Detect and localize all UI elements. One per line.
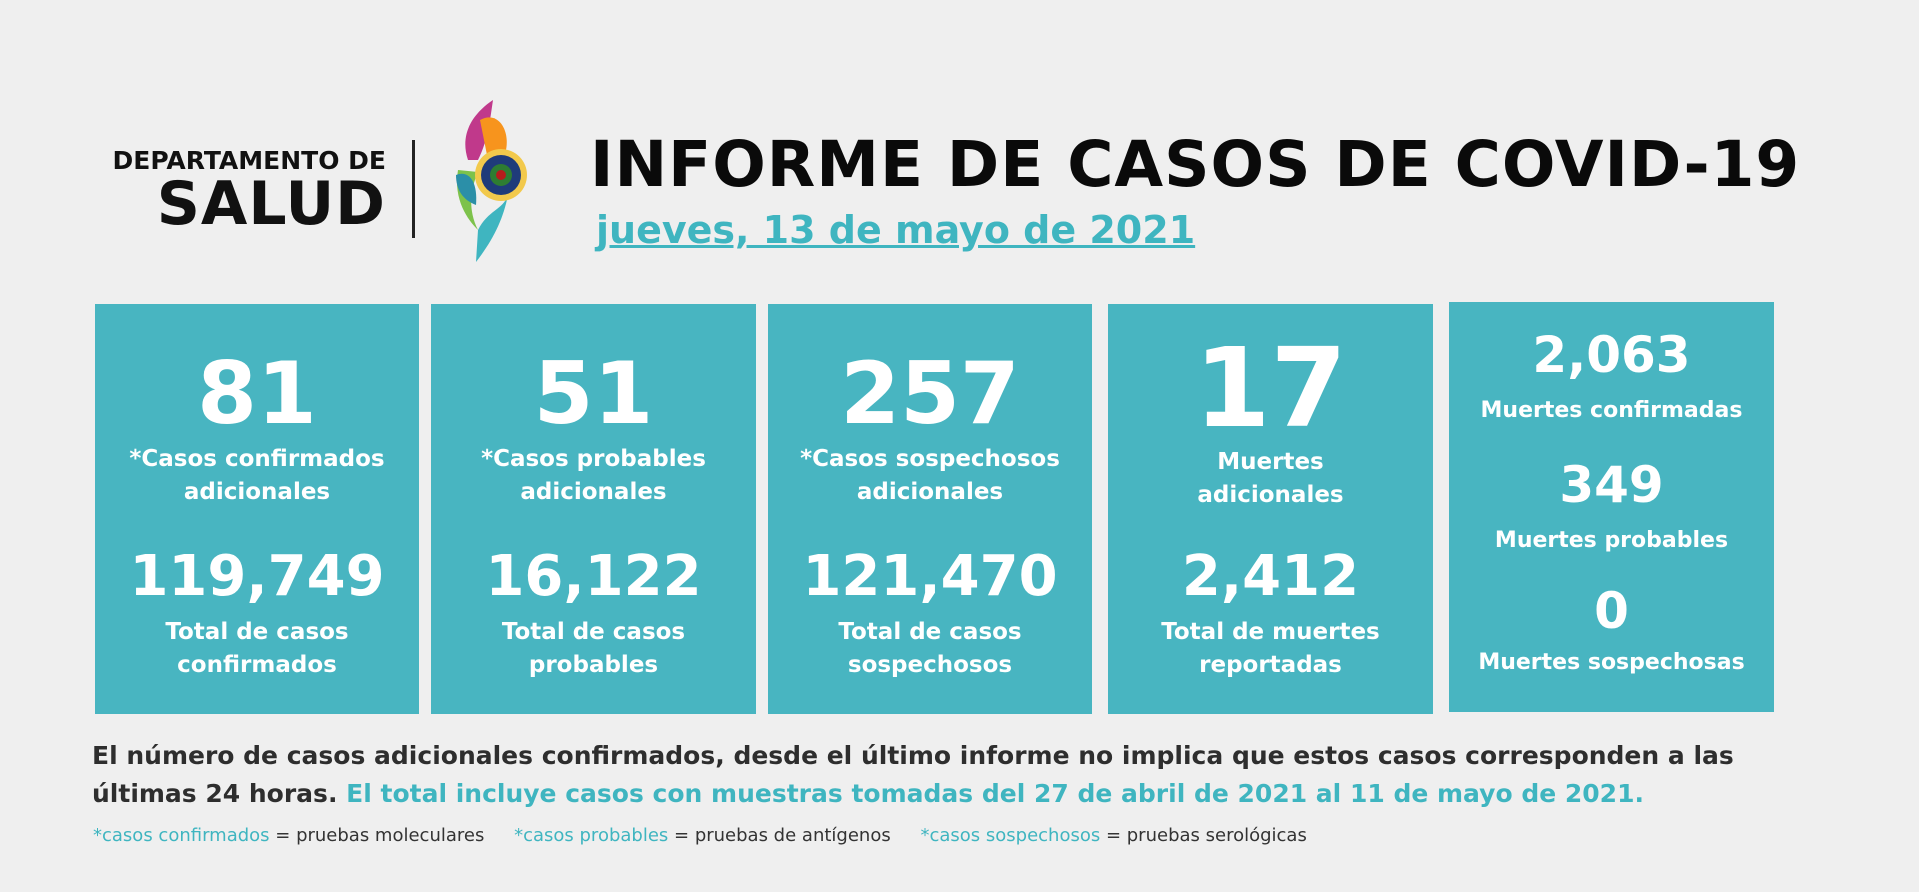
salud-label: SALUD: [156, 169, 386, 239]
additional-suspected-label-2: adicionales: [856, 479, 1004, 505]
legend-item-probable: *casos probables = pruebas de antígenos: [514, 825, 891, 846]
total-deaths-label-2: reportadas: [1199, 652, 1342, 678]
report-date-link[interactable]: jueves, 13 de mayo de 2021: [596, 208, 1196, 252]
additional-confirmed-label-1: *Casos confirmados: [129, 446, 385, 472]
logo-divider: [412, 140, 415, 238]
additional-suspected-number: 257: [840, 344, 1020, 444]
disclaimer-text: El número de casos adicionales confirmad…: [92, 741, 1734, 808]
total-suspected-number: 121,470: [802, 544, 1058, 609]
legend-term-probable: *casos probables: [514, 825, 669, 846]
disclaimer-note: El número de casos adicionales confirmad…: [92, 737, 1792, 813]
suspected-deaths-number: 0: [1594, 582, 1629, 640]
suspected-cases-card: 257 *Casos sospechosos adicionales 121,4…: [768, 304, 1092, 714]
confirmed-deaths-label: Muertes confirmadas: [1480, 398, 1743, 423]
additional-confirmed-label-2: adicionales: [183, 479, 331, 505]
total-deaths-label-1: Total de muertes: [1161, 619, 1380, 645]
legend-def-probable: = pruebas de antígenos: [668, 825, 891, 846]
legend-item-confirmed: *casos confirmados = pruebas moleculares: [93, 825, 484, 846]
additional-probable-label-1: *Casos probables: [481, 446, 706, 472]
legend-def-suspected: = pruebas serológicas: [1100, 825, 1307, 846]
deaths-breakdown-card: 2,063 Muertes confirmadas 349 Muertes pr…: [1449, 302, 1774, 712]
additional-deaths-label-1: Muertes: [1217, 449, 1324, 475]
legend-term-suspected: *casos sospechosos: [920, 825, 1101, 846]
legend-item-suspected: *casos sospechosos = pruebas serológicas: [920, 825, 1306, 846]
total-suspected-label-2: sospechosos: [847, 652, 1013, 678]
additional-deaths-number: 17: [1193, 324, 1348, 452]
additional-probable-number: 51: [533, 344, 654, 444]
deaths-card: 17 Muertes adicionales 2,412 Total de mu…: [1108, 304, 1433, 714]
health-department-emblem-icon: [456, 100, 527, 262]
total-probable-label-2: probables: [528, 652, 659, 678]
total-suspected-label-1: Total de casos: [838, 619, 1022, 645]
probable-cases-card: 51 *Casos probables adicionales 16,122 T…: [431, 304, 756, 714]
department-logo-text: DEPARTAMENTO DE SALUD: [96, 146, 386, 239]
additional-probable-label-2: adicionales: [520, 479, 667, 505]
probable-deaths-label: Muertes probables: [1494, 528, 1729, 553]
total-deaths-number: 2,412: [1181, 544, 1360, 609]
department-label: DEPARTAMENTO DE: [112, 146, 386, 175]
definitions-legend: *casos confirmados = pruebas moleculares…: [93, 825, 1331, 846]
additional-suspected-label-1: *Casos sospechosos: [800, 446, 1060, 472]
additional-confirmed-number: 81: [197, 344, 317, 444]
total-confirmed-number: 119,749: [129, 544, 385, 609]
confirmed-cases-card: 81 *Casos confirmados adicionales 119,74…: [95, 304, 419, 714]
total-probable-label-1: Total de casos: [501, 619, 686, 645]
total-probable-number: 16,122: [485, 544, 702, 609]
confirmed-deaths-number: 2,063: [1532, 326, 1691, 384]
disclaimer-highlight: El total incluye casos con muestras toma…: [346, 779, 1644, 808]
suspected-deaths-label: Muertes sospechosas: [1478, 650, 1745, 675]
probable-deaths-number: 349: [1559, 456, 1664, 514]
legend-term-confirmed: *casos confirmados: [93, 825, 270, 846]
total-confirmed-label-1: Total de casos: [165, 619, 349, 645]
additional-deaths-label-2: adicionales: [1197, 482, 1344, 508]
total-confirmed-label-2: confirmados: [177, 652, 337, 678]
report-title: INFORME DE CASOS DE COVID-19: [590, 128, 1801, 201]
legend-def-confirmed: = pruebas moleculares: [269, 825, 485, 846]
